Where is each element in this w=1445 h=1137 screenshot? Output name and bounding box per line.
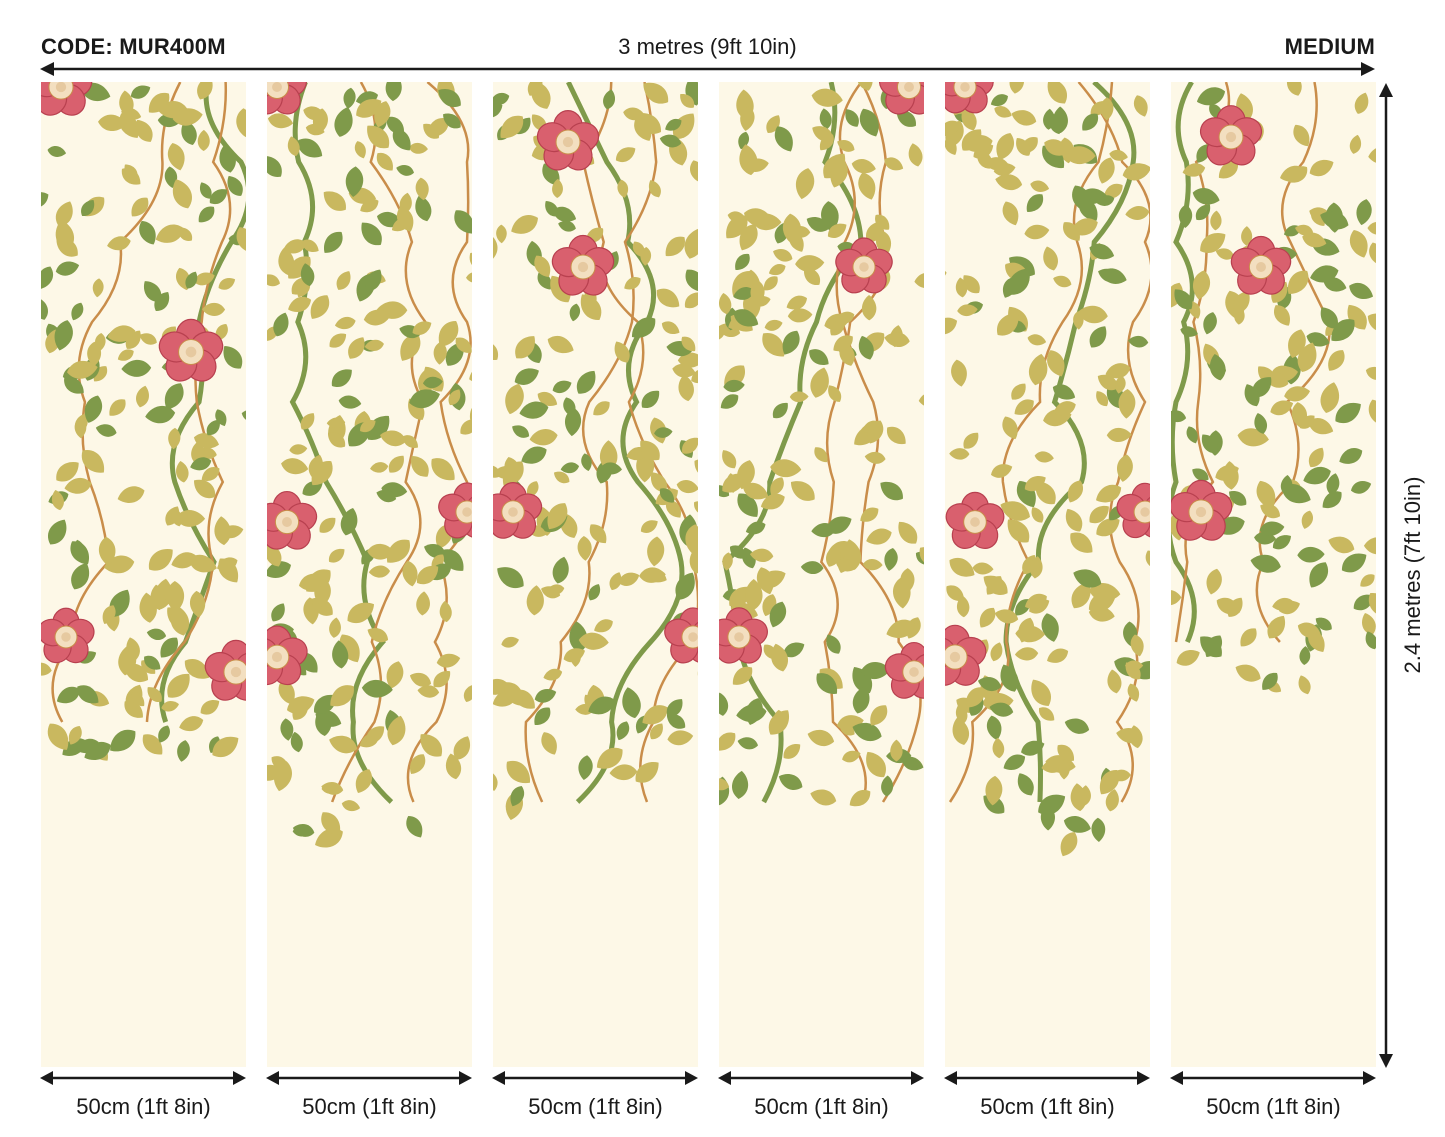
- rose-flower-icon: [267, 490, 318, 550]
- wallpaper-panel-6: [1171, 82, 1376, 1067]
- rose-flower-icon: [493, 482, 543, 539]
- rose-flower-icon: [158, 318, 224, 382]
- panel-width-label: 50cm (1ft 8in): [754, 1094, 889, 1119]
- rose-flower-icon: [945, 82, 994, 114]
- wallpaper-panel-5: [945, 82, 1150, 1067]
- wallpaper-panel-3: [493, 82, 698, 1067]
- panel-width-label: 50cm (1ft 8in): [302, 1094, 437, 1119]
- panel-width-label: 50cm (1ft 8in): [76, 1094, 211, 1119]
- rose-flower-icon: [1171, 479, 1233, 541]
- total-width-label: 3 metres (9ft 10in): [618, 34, 797, 59]
- rose-flower-icon: [41, 607, 95, 664]
- rose-flower-icon: [945, 491, 1005, 549]
- floral-pattern: [41, 82, 246, 762]
- rose-flower-icon: [438, 482, 472, 539]
- rose-flower-icon: [1199, 105, 1263, 166]
- size-label: MEDIUM: [1284, 34, 1375, 59]
- rose-flower-icon: [267, 82, 307, 115]
- panel-width-label: 50cm (1ft 8in): [980, 1094, 1115, 1119]
- rose-flower-icon: [719, 607, 768, 664]
- rose-flower-icon: [536, 110, 600, 171]
- rose-flower-icon: [884, 641, 924, 699]
- rose-flower-icon: [551, 234, 615, 296]
- wallpaper-panel-1: [41, 82, 246, 1067]
- product-code: CODE: MUR400M: [41, 34, 226, 59]
- rose-flower-icon: [664, 607, 698, 664]
- rose-flower-icon: [1230, 235, 1292, 295]
- floral-pattern: [493, 82, 698, 820]
- rose-flower-icon: [41, 82, 93, 116]
- panel-width-label: 50cm (1ft 8in): [1206, 1094, 1341, 1119]
- rose-flower-icon: [204, 639, 246, 701]
- rose-flower-icon: [267, 625, 308, 686]
- rose-flower-icon: [835, 237, 893, 294]
- rose-flower-icon: [945, 624, 987, 686]
- floral-pattern: [267, 82, 472, 848]
- wallpaper-panel-2: [267, 82, 472, 1067]
- panel-width-arrows: [40, 1071, 1376, 1085]
- panel-width-label: 50cm (1ft 8in): [528, 1094, 663, 1119]
- rose-flower-icon: [878, 82, 924, 115]
- floral-pattern: [719, 82, 924, 807]
- wallpaper-panel-4: [719, 82, 924, 1067]
- floral-pattern: [1171, 82, 1376, 695]
- floral-pattern: [945, 82, 1150, 857]
- rose-flower-icon: [1116, 482, 1150, 539]
